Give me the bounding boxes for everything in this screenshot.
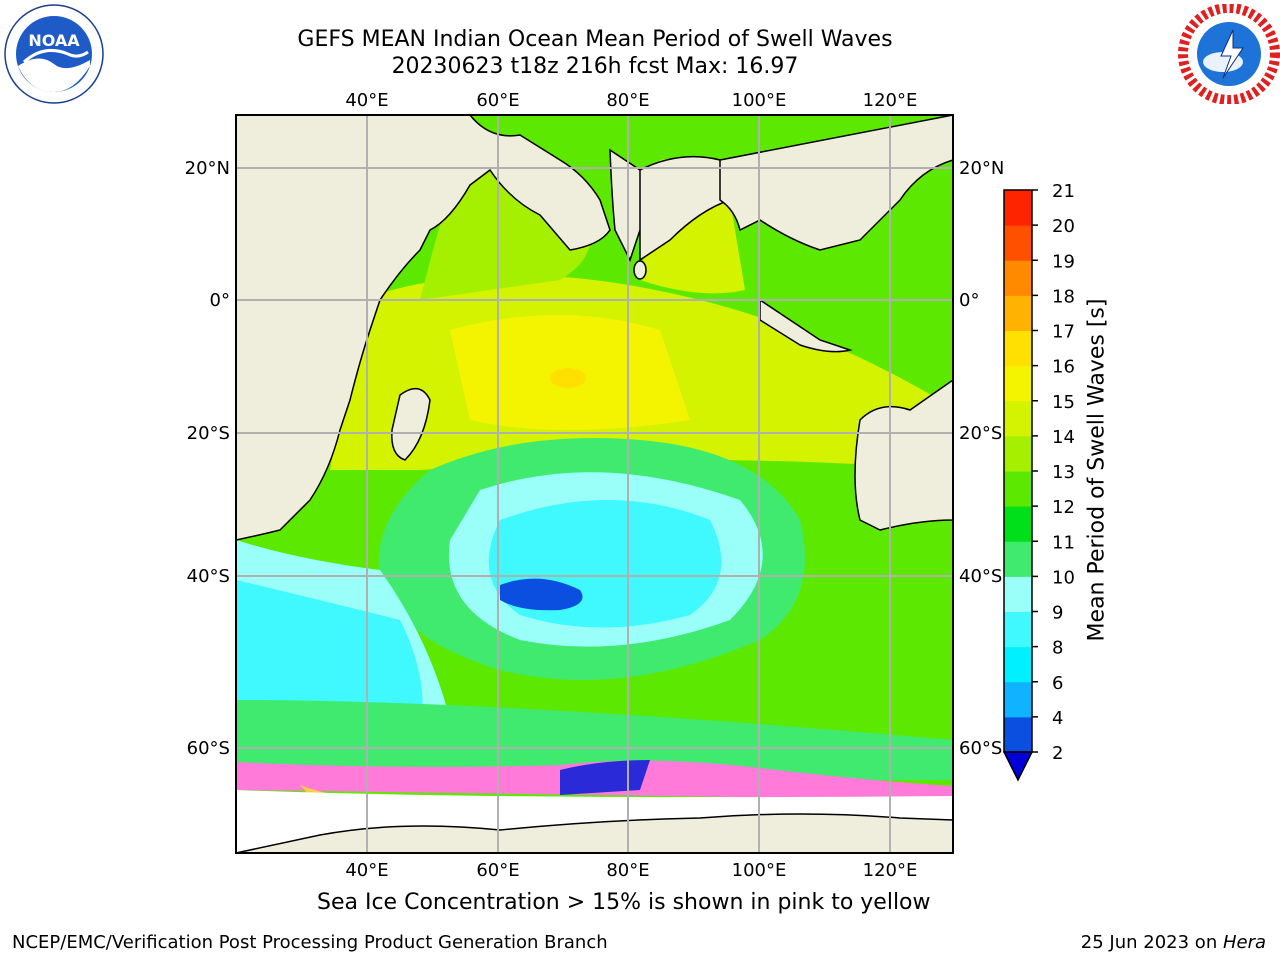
madagascar bbox=[391, 387, 431, 461]
bottom-lon-label: 80°E bbox=[606, 860, 649, 881]
colorbar-segment bbox=[1004, 611, 1032, 648]
colorbar-tick-label: 9 bbox=[1052, 603, 1063, 624]
colorbar-segment bbox=[1004, 471, 1032, 507]
colorbar-segment bbox=[1004, 681, 1032, 718]
colorbar-segment bbox=[1004, 506, 1032, 542]
colorbar-tick-label: 17 bbox=[1052, 322, 1075, 343]
southern-period-band bbox=[236, 700, 953, 780]
period-max-area bbox=[550, 368, 586, 388]
left-lat-label: 40°S bbox=[187, 566, 230, 587]
right-lat-label: 20°S bbox=[959, 423, 1002, 444]
colorbar-tick-label: 13 bbox=[1052, 462, 1075, 483]
colorbar-tick-label: 10 bbox=[1052, 567, 1075, 588]
colorbar-tick-label: 12 bbox=[1052, 497, 1075, 518]
bottom-lon-label: 120°E bbox=[863, 860, 918, 881]
colorbar-tick-label: 21 bbox=[1052, 181, 1075, 202]
colorbar: 2 4 6 8 9 10 11 12 13 14 15 16 17 18 19 20 21 bbox=[1002, 181, 1075, 782]
colorbar-segment bbox=[1004, 646, 1032, 683]
bottom-lon-label: 100°E bbox=[732, 860, 787, 881]
colorbar-segment bbox=[1004, 260, 1032, 296]
right-lat-label: 20°N bbox=[959, 158, 1004, 179]
graticule bbox=[236, 115, 953, 853]
colorbar-tick-label: 14 bbox=[1052, 427, 1075, 448]
sea-ice-caption: Sea Ice Concentration > 15% is shown in … bbox=[317, 890, 931, 915]
title-line-1: GEFS MEAN Indian Ocean Mean Period of Sw… bbox=[297, 27, 893, 52]
colorbar-segment bbox=[1004, 435, 1032, 472]
colorbar-underflow-arrow bbox=[1002, 751, 1034, 782]
left-lat-label: 20°S bbox=[187, 423, 230, 444]
nws-logo bbox=[1178, 4, 1280, 104]
left-lat-label: 60°S bbox=[187, 738, 230, 759]
colorbar-segment bbox=[1004, 541, 1032, 577]
period-6-8-zone bbox=[488, 500, 722, 628]
noaa-logo: NOAA bbox=[4, 4, 104, 104]
colorbar-tick-label: 15 bbox=[1052, 392, 1075, 413]
southeast-asia bbox=[719, 115, 953, 251]
colorbar-segment bbox=[1004, 295, 1032, 331]
colorbar-tick-label: 8 bbox=[1052, 638, 1063, 659]
colorbar-segment bbox=[1004, 330, 1032, 367]
period-low-patch bbox=[500, 578, 583, 611]
footer-machine: Hera bbox=[1222, 932, 1266, 953]
colorbar-segment bbox=[1004, 225, 1032, 261]
footer-credit: NCEP/EMC/Verification Post Processing Pr… bbox=[12, 932, 608, 953]
right-lat-label: 0° bbox=[959, 290, 979, 311]
colorbar-tick-label: 2 bbox=[1052, 743, 1063, 764]
colorbar-segment bbox=[1004, 716, 1032, 753]
sumatra-java bbox=[759, 298, 853, 353]
colorbar-segment bbox=[1004, 400, 1032, 437]
top-lon-label: 80°E bbox=[606, 90, 649, 111]
footer-date-text: 25 Jun 2023 on bbox=[1080, 932, 1223, 953]
left-lat-label: 0° bbox=[210, 290, 230, 311]
colorbar-tick-label: 19 bbox=[1052, 251, 1075, 272]
colorbar-tick-label: 20 bbox=[1052, 216, 1075, 237]
colorbar-tick-label: 11 bbox=[1052, 532, 1075, 553]
colorbar-tick-label: 6 bbox=[1052, 673, 1063, 694]
colorbar-segment bbox=[1004, 365, 1032, 402]
antarctica bbox=[236, 813, 953, 853]
sw-period-6-zone bbox=[236, 580, 423, 730]
bottom-lon-label: 40°E bbox=[345, 860, 388, 881]
map-frame bbox=[235, 114, 954, 854]
top-lon-label: 60°E bbox=[476, 90, 519, 111]
colorbar-segment bbox=[1004, 190, 1032, 226]
top-lon-label: 120°E bbox=[863, 90, 918, 111]
right-lat-label: 60°S bbox=[959, 738, 1002, 759]
bottom-lon-label: 60°E bbox=[476, 860, 519, 881]
footer-date: 25 Jun 2023 on Hera bbox=[1081, 932, 1266, 953]
colorbar-tick-label: 18 bbox=[1052, 286, 1075, 307]
colorbar-segment bbox=[1004, 576, 1032, 612]
left-lat-label: 20°N bbox=[185, 158, 230, 179]
map-panel bbox=[236, 115, 953, 853]
top-lon-label: 40°E bbox=[345, 90, 388, 111]
colorbar-tick-label: 4 bbox=[1052, 708, 1063, 729]
colorbar-tick-label: 16 bbox=[1052, 357, 1075, 378]
right-lat-label: 40°S bbox=[959, 566, 1002, 587]
title-line-2: 20230623 t18z 216h fcst Max: 16.97 bbox=[391, 54, 799, 79]
noaa-logo-text: NOAA bbox=[28, 31, 80, 50]
colorbar-label: Mean Period of Swell Waves [s] bbox=[1084, 298, 1110, 642]
top-lon-label: 100°E bbox=[732, 90, 787, 111]
sri-lanka bbox=[633, 260, 647, 280]
